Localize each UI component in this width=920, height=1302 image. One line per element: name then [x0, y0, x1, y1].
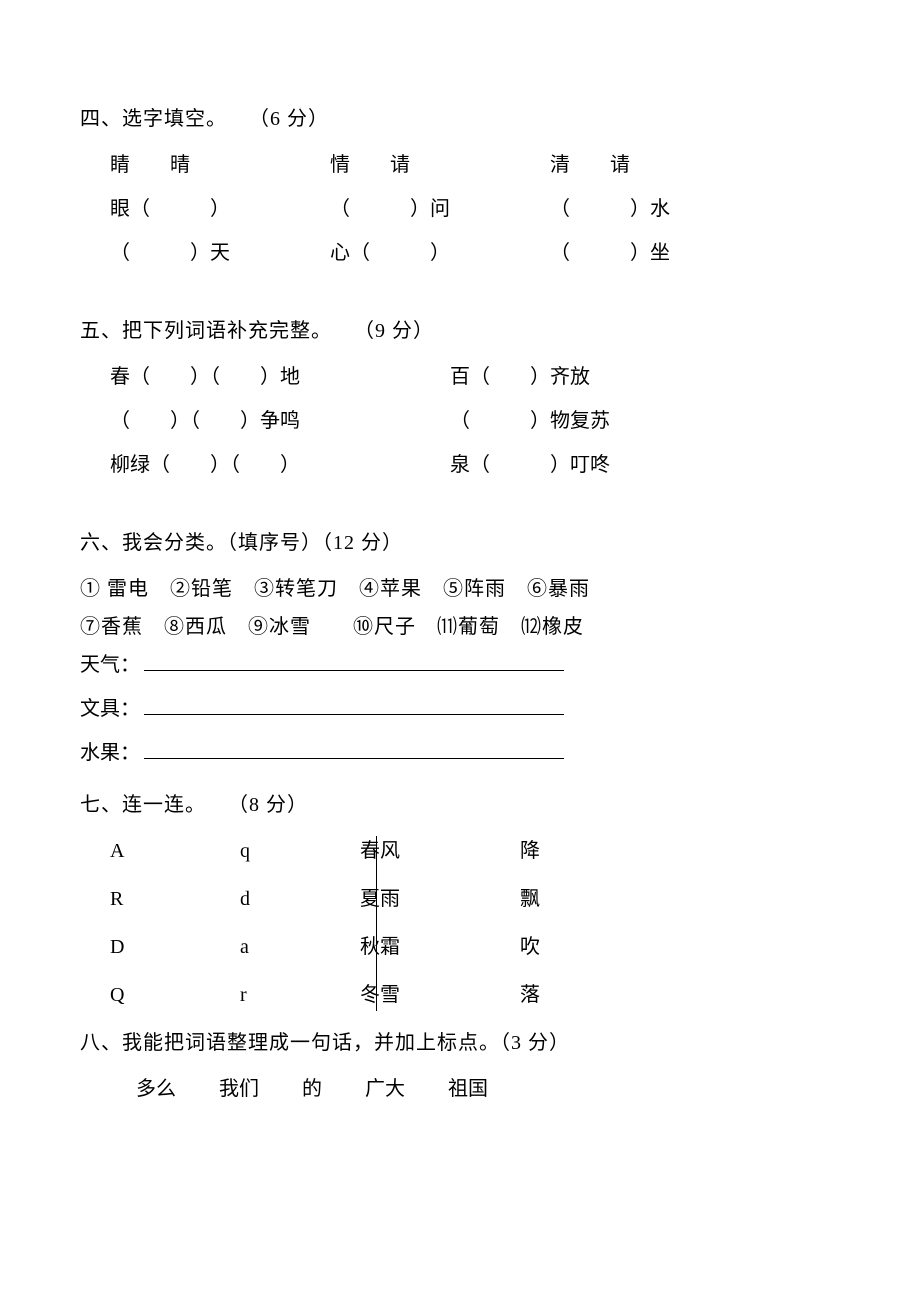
q8-words: 多么 我们 的 广大 祖国 — [80, 1070, 840, 1108]
q7-r2-w2: 飘 — [520, 880, 620, 918]
q4-r1c3: （ ）水 — [550, 190, 770, 228]
q8-word-4: 广大 — [365, 1078, 405, 1100]
q5-r3r: 泉（ ）叮咚 — [450, 446, 840, 484]
q8-title: 八、我能把词语整理成一句话，并加上标点。（3 分） — [80, 1024, 840, 1062]
worksheet-page: 四、选字填空。 （6 分） 睛 晴 情 请 清 请 眼（ ） （ ）问 （ ）水… — [0, 0, 920, 1302]
q8-word-3: 的 — [302, 1078, 322, 1100]
q4-pair-2: 情 请 — [330, 146, 550, 184]
q5-r3l: 柳绿（ ）（ ） — [110, 446, 450, 484]
q4-r2c3: （ ）坐 — [550, 234, 770, 272]
q5-r2l: （ ）（ ）争鸣 — [110, 402, 450, 440]
q4-r1c2: （ ）问 — [330, 190, 550, 228]
q5-r1l: 春（ ）（ ）地 — [110, 358, 450, 396]
q7-r2-upper: R — [110, 880, 240, 918]
q7-r4-lower: r — [240, 976, 330, 1014]
blank-line — [144, 646, 564, 671]
q7-r4-w1: 冬雪 — [330, 976, 520, 1014]
q5-r2r: （ ）物复苏 — [450, 402, 840, 440]
q5-body: 春（ ）（ ）地 百（ ）齐放 （ ）（ ）争鸣 （ ）物复苏 柳绿（ ）（ ）… — [80, 358, 840, 484]
q7-r1-w2: 降 — [520, 832, 620, 870]
q7-r3-lower: a — [240, 928, 330, 966]
q8-word-1: 多么 — [136, 1078, 176, 1100]
q5-r1r: 百（ ）齐放 — [450, 358, 840, 396]
q8-word-5: 祖国 — [448, 1078, 488, 1100]
q7-r2-lower: d — [240, 880, 330, 918]
q8-word-2: 我们 — [219, 1078, 259, 1100]
q6-title: 六、我会分类。（填序号）（12 分） — [80, 524, 840, 562]
q6-cat-stationery: 文具： — [80, 690, 840, 728]
blank-line — [144, 734, 564, 759]
q7-r4-upper: Q — [110, 976, 240, 1014]
q6-items-line2: ⑦香蕉 ⑧西瓜 ⑨冰雪 ⑩尺子 ⑾葡萄 ⑿橡皮 — [80, 608, 840, 646]
q4-pair-1: 睛 晴 — [110, 146, 330, 184]
q7-r4-w2: 落 — [520, 976, 620, 1014]
q6-items-line1: ① 雷电 ②铅笔 ③转笔刀 ④苹果 ⑤阵雨 ⑥暴雨 — [80, 570, 840, 608]
q4-r2c2: 心（ ） — [330, 234, 550, 272]
q6-cat-fruit: 水果： — [80, 734, 840, 772]
q6-cat-weather: 天气： — [80, 646, 840, 684]
q5-title: 五、把下列词语补充完整。 （9 分） — [80, 312, 840, 350]
q7-r3-w2: 吹 — [520, 928, 620, 966]
q7-r1-lower: q — [240, 832, 330, 870]
q7-divider-line — [376, 836, 377, 1011]
q4-title: 四、选字填空。 （6 分） — [80, 100, 840, 138]
q7-r3-w1: 秋霜 — [330, 928, 520, 966]
q4-pair-3: 清 请 — [550, 146, 770, 184]
q7-r2-w1: 夏雨 — [330, 880, 520, 918]
q4-r2c1: （ ）天 — [110, 234, 330, 272]
q4-body: 睛 晴 情 请 清 请 眼（ ） （ ）问 （ ）水 （ ）天 心（ ） （ ）… — [80, 146, 840, 272]
blank-line — [144, 690, 564, 715]
q7-r1-upper: A — [110, 832, 240, 870]
q7-body: A q 春风 降 R d 夏雨 飘 D a 秋霜 吹 Q r 冬雪 落 — [80, 832, 840, 1014]
q7-r1-w1: 春风 — [330, 832, 520, 870]
q7-r3-upper: D — [110, 928, 240, 966]
q4-r1c1: 眼（ ） — [110, 190, 330, 228]
q7-title: 七、连一连。 （8 分） — [80, 786, 840, 824]
